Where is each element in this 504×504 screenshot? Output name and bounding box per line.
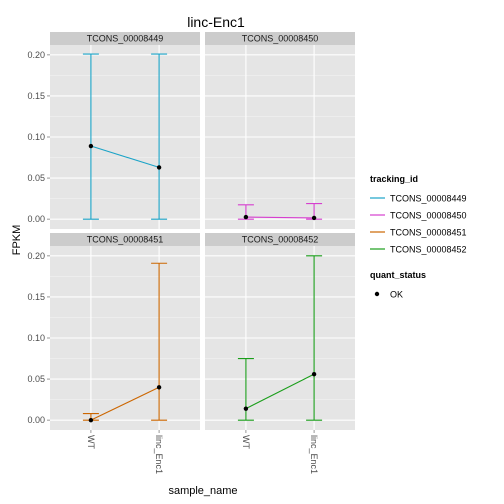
facet-panels: TCONS_000084490.000.050.100.150.20TCONS_… bbox=[27, 32, 355, 474]
facet-strip bbox=[50, 32, 200, 45]
legend-item-label: OK bbox=[390, 290, 403, 300]
facet-panel-0: TCONS_00008449 0.00 0.05 0.10 0.15 0.20 bbox=[27, 32, 200, 229]
y-tick-label: 0.10 bbox=[27, 333, 45, 343]
data-point bbox=[156, 385, 162, 390]
facet-strip bbox=[205, 32, 355, 45]
facet-panel-3: TCONS_00008452 WT linc_Enc1 bbox=[205, 233, 355, 474]
legend-title-tracking: tracking_id bbox=[370, 174, 418, 184]
legend-title-quant: quant_status bbox=[370, 270, 426, 280]
y-tick-label: 0.05 bbox=[27, 173, 45, 183]
facet-panel-1: TCONS_00008450 bbox=[205, 32, 355, 229]
facet-strip-label: TCONS_00008452 bbox=[242, 235, 319, 245]
y-tick-label: 0.15 bbox=[27, 292, 45, 302]
y-tick-label: 0.15 bbox=[27, 91, 45, 101]
x-tick-label: WT bbox=[241, 435, 251, 449]
facet-strip-label: TCONS_00008450 bbox=[242, 34, 319, 44]
data-point bbox=[243, 214, 249, 220]
y-tick-label: 0.00 bbox=[27, 214, 45, 224]
chart-title: linc-Enc1 bbox=[187, 14, 245, 30]
y-axis-label: FPKM bbox=[11, 225, 23, 256]
y-tick-label: 0.10 bbox=[27, 132, 45, 142]
x-axis-label: sample_name bbox=[168, 485, 237, 497]
legend-item-label: TCONS_00008452 bbox=[390, 245, 467, 255]
series-line bbox=[90, 386, 160, 421]
y-tick-label: 0.20 bbox=[27, 50, 45, 60]
data-point bbox=[88, 143, 94, 149]
x-tick-label: linc_Enc1 bbox=[154, 435, 164, 474]
x-tick-label: WT bbox=[86, 435, 96, 449]
series-line bbox=[245, 216, 315, 219]
facet-strip-label: TCONS_00008451 bbox=[87, 235, 164, 245]
data-point bbox=[88, 417, 94, 423]
x-tick-label: linc_Enc1 bbox=[309, 435, 319, 474]
data-point bbox=[156, 165, 162, 170]
facet-strip bbox=[205, 233, 355, 246]
legend-item-label: TCONS_00008450 bbox=[390, 211, 467, 221]
legend: tracking_id TCONS_00008449 TCONS_00008450 T… bbox=[370, 174, 467, 300]
data-point bbox=[243, 406, 249, 411]
facet-strip bbox=[50, 233, 200, 246]
legend-key-point bbox=[374, 291, 380, 297]
legend-item-label: TCONS_00008451 bbox=[390, 228, 467, 238]
series-line bbox=[90, 145, 160, 168]
data-point bbox=[311, 371, 317, 377]
series-line bbox=[245, 373, 315, 410]
facet-strip-label: TCONS_00008449 bbox=[87, 34, 164, 44]
y-tick-label: 0.00 bbox=[27, 415, 45, 425]
data-point bbox=[311, 215, 317, 221]
facet-panel-2: TCONS_00008451 0.00 0.05 0.10 0.15 0.20 WT linc… bbox=[27, 233, 200, 474]
y-tick-label: 0.20 bbox=[27, 251, 45, 261]
legend-item-label: TCONS_00008449 bbox=[390, 194, 467, 204]
y-tick-label: 0.05 bbox=[27, 374, 45, 384]
